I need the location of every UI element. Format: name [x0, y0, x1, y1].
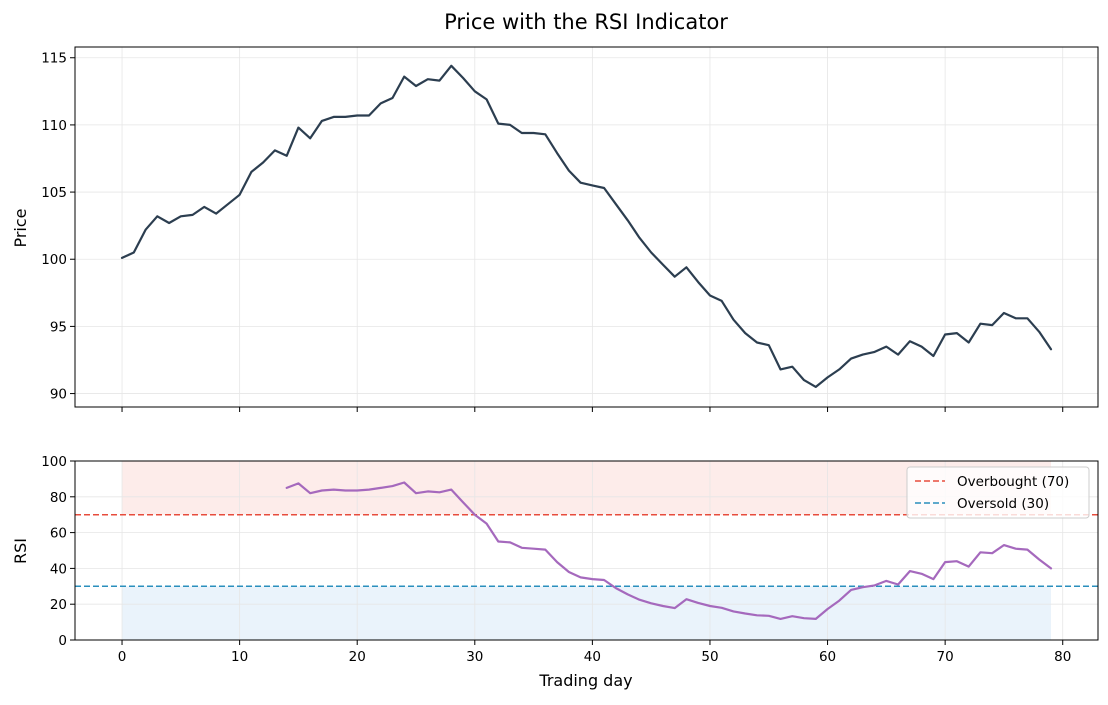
- price-y-ticks: 90 95 100 105 110 115: [41, 51, 75, 403]
- rsi-ytick-label: 20: [50, 597, 67, 613]
- x-axis-label: Trading day: [538, 671, 632, 690]
- rsi-ytick-label: 0: [58, 633, 67, 649]
- rsi-xtick-label: 0: [118, 649, 127, 665]
- rsi-plot-frame: [74, 460, 1099, 641]
- rsi-shaded-zones: [122, 461, 1051, 640]
- price-series: [120, 64, 1053, 388]
- rsi-ytick-label: 100: [41, 454, 67, 470]
- price-line: [120, 64, 1053, 388]
- rsi-ytick-label: 80: [50, 490, 67, 506]
- chart-title: Price with the RSI Indicator: [444, 10, 728, 34]
- price-ytick-label: 95: [50, 319, 67, 335]
- price-gridlines: [75, 47, 1098, 407]
- rsi-x-ticks: 0 10 20 30 40 50 60 70 80: [118, 640, 1071, 665]
- legend: Overbought (70) Oversold (30): [906, 466, 1090, 519]
- price-panel: 90 95 100 105 110 115 Price: [11, 46, 1099, 412]
- rsi-y-ticks: 0 20 40 60 80 100: [41, 454, 75, 649]
- rsi-xtick-label: 30: [466, 649, 483, 665]
- rsi-xtick-label: 50: [701, 649, 718, 665]
- price-ytick-label: 110: [41, 118, 67, 134]
- rsi-xtick-label: 20: [349, 649, 366, 665]
- rsi-xtick-label: 60: [819, 649, 836, 665]
- price-y-axis-label: Price: [11, 208, 30, 247]
- price-ytick-label: 105: [41, 185, 67, 201]
- rsi-ytick-label: 60: [50, 526, 67, 542]
- rsi-ytick-label: 40: [50, 561, 67, 577]
- price-ytick-label: 115: [41, 51, 67, 67]
- price-plot-frame: [74, 46, 1099, 408]
- rsi-zone-oversold: [122, 586, 1051, 640]
- legend-box: [906, 466, 1090, 519]
- rsi-zone-overbought: [122, 461, 1051, 515]
- rsi-line: [285, 481, 1053, 621]
- rsi-xtick-label: 70: [937, 649, 954, 665]
- legend-label-overbought: Overbought (70): [957, 474, 1069, 490]
- rsi-y-axis-label: RSI: [11, 538, 30, 564]
- rsi-panel: 0 20 40 60 80 100 0 10 20 30 40 50 60 70 80 RSI Tradi…: [11, 454, 1099, 690]
- rsi-xtick-label: 80: [1054, 649, 1071, 665]
- rsi-series: [285, 481, 1053, 621]
- rsi-xtick-label: 10: [231, 649, 248, 665]
- price-x-ticks: [121, 407, 1064, 412]
- legend-label-oversold: Oversold (30): [957, 496, 1049, 512]
- rsi-xtick-label: 40: [584, 649, 601, 665]
- price-ytick-label: 90: [50, 387, 67, 403]
- price-ytick-label: 100: [41, 252, 67, 268]
- rsi-reference-lines: [75, 513, 1098, 588]
